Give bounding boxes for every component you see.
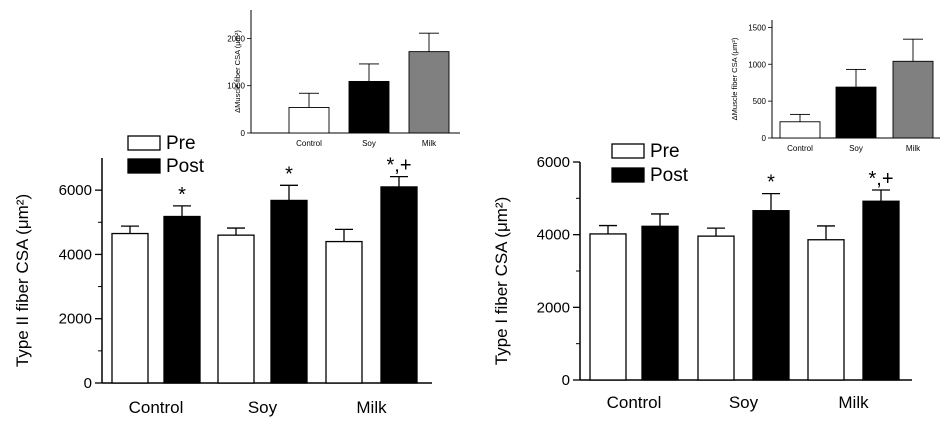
type1-category-label: Control	[607, 393, 662, 412]
type2-legend-swatch-post	[127, 158, 161, 174]
type2-y-tick-label: 2000	[59, 311, 92, 328]
type2-bar-pre-soy	[217, 234, 255, 384]
type2-y-tick-label: 6000	[59, 182, 92, 199]
type2-y-tick-label: 4000	[59, 246, 92, 263]
type1-inset-bar-milk	[892, 60, 934, 139]
type1-bar-pre-soy	[697, 235, 735, 381]
type2-category-label: Control	[129, 398, 184, 417]
type1-bar-post-milk	[862, 200, 900, 381]
type1-inset-category-label: Control	[787, 144, 813, 153]
type1-y-axis-label: Type I fiber CSA (μm²)	[492, 197, 511, 366]
type2-bar-post-soy	[270, 199, 308, 384]
type1-category-label: Soy	[729, 393, 759, 412]
type1-significance-mark: *,+	[868, 168, 893, 190]
type2-legend-label-pre: Pre	[166, 133, 196, 154]
type1-inset-y-tick-label: 500	[753, 97, 767, 106]
type2-inset-y-tick-label: 2000	[227, 34, 245, 43]
type2-inset-bar-milk	[408, 51, 450, 134]
type1-legend-label-pre: Pre	[650, 141, 680, 162]
type1-y-tick-label: 2000	[537, 299, 570, 316]
type2-y-axis-label: Type II fiber CSA (μm²)	[13, 194, 32, 367]
type1-category-label: Milk	[838, 393, 869, 412]
type1-legend-swatch-pre	[611, 143, 645, 159]
type1-bar-post-control	[641, 225, 679, 381]
type2-bar-pre-milk	[325, 240, 363, 384]
type2-inset-bar-control	[288, 107, 330, 134]
type2-inset-category-label: Soy	[362, 139, 376, 148]
type2-bar-pre-control	[111, 232, 149, 384]
type2-legend-label-post: Post	[166, 156, 205, 177]
type1-inset-category-label: Milk	[906, 144, 921, 153]
type2-inset-category-label: Milk	[422, 139, 437, 148]
type1-inset-bar-soy	[835, 86, 877, 139]
type2-category-label: Milk	[356, 398, 387, 417]
type1-legend-swatch-post	[611, 167, 645, 183]
type1-inset-y-tick-label: 0	[762, 134, 767, 143]
type1-significance-mark: *	[767, 172, 775, 194]
type1-inset-bar-control	[779, 121, 821, 139]
type2-inset-y-axis-label: ΔMuscle fiber CSA (μm²)	[233, 30, 242, 113]
type2-y-tick-label: 0	[84, 375, 92, 392]
type2-inset-bar-soy	[348, 80, 390, 134]
type2-significance-mark: *	[178, 184, 186, 206]
type2-category-label: Soy	[248, 398, 278, 417]
type2-bar-post-milk	[380, 186, 418, 384]
type1-y-tick-label: 0	[562, 372, 570, 389]
type1-y-tick-label: 6000	[537, 154, 570, 171]
type1-y-tick-label: 4000	[537, 227, 570, 244]
type2-inset-y-tick-label: 1000	[227, 82, 245, 91]
type2-bar-post-control	[163, 215, 201, 384]
type2-significance-mark: *	[285, 163, 293, 185]
type2-inset-category-label: Control	[296, 139, 322, 148]
type1-inset-y-axis-label: ΔMuscle fiber CSA (μm²)	[730, 37, 739, 120]
type2-significance-mark: *,+	[386, 155, 411, 177]
type1-inset-y-tick-label: 1500	[748, 23, 766, 32]
type1-bar-pre-control	[589, 233, 627, 381]
type2-inset-y-tick-label: 0	[241, 129, 246, 138]
type1-bar-pre-milk	[807, 239, 845, 381]
type1-legend-label-post: Post	[650, 165, 689, 186]
type1-inset-category-label: Soy	[849, 144, 863, 153]
type1-bar-post-soy	[752, 210, 790, 381]
type1-inset-y-tick-label: 1000	[748, 60, 766, 69]
type2-legend-swatch-pre	[127, 135, 161, 151]
